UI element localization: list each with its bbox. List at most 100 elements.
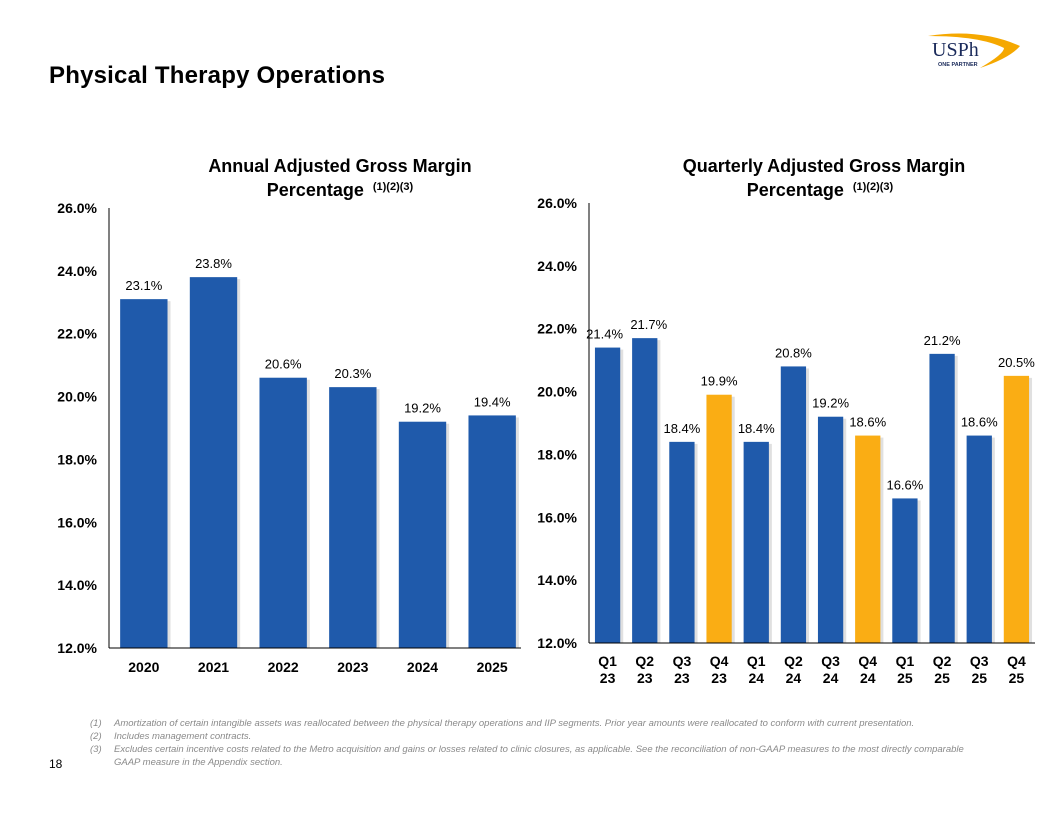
quarterly-data-label: 20.5% <box>998 355 1035 370</box>
logo-tagline: ONE PARTNER <box>938 62 978 68</box>
quarterly-bar <box>1003 375 1030 643</box>
logo-swoosh <box>928 33 1020 68</box>
annual-x-tick-label: 2023 <box>337 659 368 675</box>
quarterly-x-tick-label: Q4 24 <box>858 653 877 686</box>
annual-chart-title-line1: Annual Adjusted Gross Margin <box>208 156 471 176</box>
quarterly-x-tick-label: Q2 23 <box>635 653 654 686</box>
quarterly-bar <box>780 366 807 643</box>
annual-chart: Annual Adjusted Gross Margin Percentage … <box>57 156 521 675</box>
annual-data-label: 23.8% <box>195 256 232 271</box>
footnote-number: (1) <box>90 718 102 729</box>
quarterly-bar <box>706 394 732 643</box>
annual-y-tick-label: 16.0% <box>57 514 97 530</box>
quarterly-data-labels: 21.4%21.7%18.4%19.9%18.4%20.8%19.2%18.6%… <box>586 317 1035 492</box>
quarterly-x-tick-label: Q1 23 <box>598 653 617 686</box>
quarterly-data-label: 21.7% <box>630 317 667 332</box>
quarterly-y-tick-label: 16.0% <box>537 509 577 525</box>
quarterly-y-tick-label: 26.0% <box>537 195 577 211</box>
annual-bars <box>120 277 519 648</box>
quarterly-data-label: 18.6% <box>961 415 998 430</box>
annual-chart-title-footnotes: (1)(2)(3) <box>373 181 414 193</box>
annual-x-tick-label: 2020 <box>128 659 159 675</box>
annual-x-tick-label: 2025 <box>477 659 508 675</box>
quarterly-bar <box>966 435 992 643</box>
annual-x-tick-label: 2022 <box>268 659 299 675</box>
annual-y-tick-label: 24.0% <box>57 263 97 279</box>
annual-y-tick-label: 18.0% <box>57 451 97 467</box>
annual-x-ticks: 2020 2021 2022 2023 2024 2025 <box>128 659 508 675</box>
quarterly-y-tick-label: 12.0% <box>537 635 577 651</box>
quarterly-y-tick-label: 18.0% <box>537 446 577 462</box>
annual-bar <box>398 421 447 648</box>
annual-y-tick-label: 20.0% <box>57 389 97 405</box>
annual-x-tick-label: 2021 <box>198 659 229 675</box>
svg-text:Percentage (1)(2)(3): Percentage (1)(2)(3) <box>267 180 414 200</box>
quarterly-chart-title-line2: Percentage <box>747 180 844 200</box>
quarterly-bars <box>594 338 1033 643</box>
quarterly-data-label: 18.4% <box>738 421 775 436</box>
quarterly-bar <box>892 498 918 643</box>
quarterly-data-label: 19.2% <box>812 396 849 411</box>
quarterly-data-label: 16.6% <box>886 477 923 492</box>
quarterly-y-ticks: 12.0% 14.0% 16.0% 18.0% 20.0% 22.0% 24.0% 26.0% <box>537 195 577 651</box>
annual-bar <box>189 277 238 648</box>
quarterly-data-label: 18.4% <box>663 421 700 436</box>
footnote: (3) Excludes certain incentive costs rel… <box>90 743 990 769</box>
footnote-number: (3) <box>90 744 102 755</box>
quarterly-bar <box>594 347 621 643</box>
annual-data-labels: 23.1% 23.8% 20.6% 20.3% 19.2% 19.4% <box>125 256 511 416</box>
annual-y-tick-label: 12.0% <box>57 640 97 656</box>
footnote: (1) Amortization of certain intangible a… <box>90 717 990 730</box>
page-number: 18 <box>49 757 63 771</box>
footnote-text: Amortization of certain intangible asset… <box>114 718 915 729</box>
logo-text: USPh <box>932 39 979 61</box>
quarterly-bar <box>743 441 769 643</box>
quarterly-bar <box>632 338 658 643</box>
quarterly-chart: Quarterly Adjusted Gross Margin Percenta… <box>537 156 1035 686</box>
quarterly-y-tick-label: 20.0% <box>537 384 577 400</box>
usph-logo: USPh ONE PARTNER <box>928 33 1020 68</box>
annual-data-label: 20.3% <box>334 366 371 381</box>
annual-y-ticks: 12.0% 14.0% 16.0% 18.0% 20.0% 22.0% 24.0% 26.0% <box>57 200 97 656</box>
footnotes: (1) Amortization of certain intangible a… <box>90 717 990 769</box>
quarterly-chart-title-line1: Quarterly Adjusted Gross Margin <box>683 156 965 176</box>
quarterly-data-label: 19.9% <box>701 374 738 389</box>
quarterly-x-tick-label: Q4 25 <box>1007 653 1026 686</box>
footnote-text: Includes management contracts. <box>114 731 252 742</box>
quarterly-x-tick-label: Q2 24 <box>784 653 803 686</box>
annual-data-label: 23.1% <box>125 278 162 293</box>
quarterly-x-tick-label: Q3 25 <box>970 653 989 686</box>
annual-bar <box>329 387 377 648</box>
annual-data-label: 20.6% <box>265 357 302 372</box>
quarterly-x-tick-label: Q2 25 <box>933 653 952 686</box>
page-title: Physical Therapy Operations <box>49 62 386 89</box>
quarterly-data-label: 18.6% <box>849 415 886 430</box>
quarterly-x-tick-label: Q1 25 <box>896 653 915 686</box>
svg-text:Percentage (1)(2)(3): Percentage (1)(2)(3) <box>747 180 894 200</box>
footnote: (2) Includes management contracts. <box>90 730 990 743</box>
quarterly-chart-title-footnotes: (1)(2)(3) <box>853 181 894 193</box>
annual-y-tick-label: 26.0% <box>57 200 97 216</box>
quarterly-x-tick-label: Q1 24 <box>747 653 766 686</box>
quarterly-bar <box>669 441 695 643</box>
quarterly-data-label: 21.2% <box>924 333 961 348</box>
quarterly-data-label: 21.4% <box>586 327 623 342</box>
quarterly-x-ticks: Q1 23 Q2 23 Q3 23 Q4 23 Q1 24 Q2 24 Q3 24 Q4 24 Q1 25 Q2 25… <box>598 653 1026 686</box>
annual-y-tick-label: 14.0% <box>57 577 97 593</box>
quarterly-bar <box>855 435 881 643</box>
annual-bar <box>468 415 516 648</box>
annual-x-tick-label: 2024 <box>407 659 438 675</box>
footnote-number: (2) <box>90 731 102 742</box>
annual-chart-title-line2: Percentage <box>267 180 364 200</box>
quarterly-y-tick-label: 14.0% <box>537 572 577 588</box>
quarterly-x-tick-label: Q3 24 <box>821 653 840 686</box>
annual-data-label: 19.2% <box>404 401 441 416</box>
quarterly-bar <box>929 353 955 643</box>
annual-data-label: 19.4% <box>474 394 511 409</box>
quarterly-data-label: 20.8% <box>775 345 812 360</box>
quarterly-y-tick-label: 22.0% <box>537 321 577 337</box>
annual-bar <box>120 299 168 648</box>
quarterly-x-tick-label: Q4 23 <box>710 653 729 686</box>
quarterly-x-tick-label: Q3 23 <box>673 653 692 686</box>
